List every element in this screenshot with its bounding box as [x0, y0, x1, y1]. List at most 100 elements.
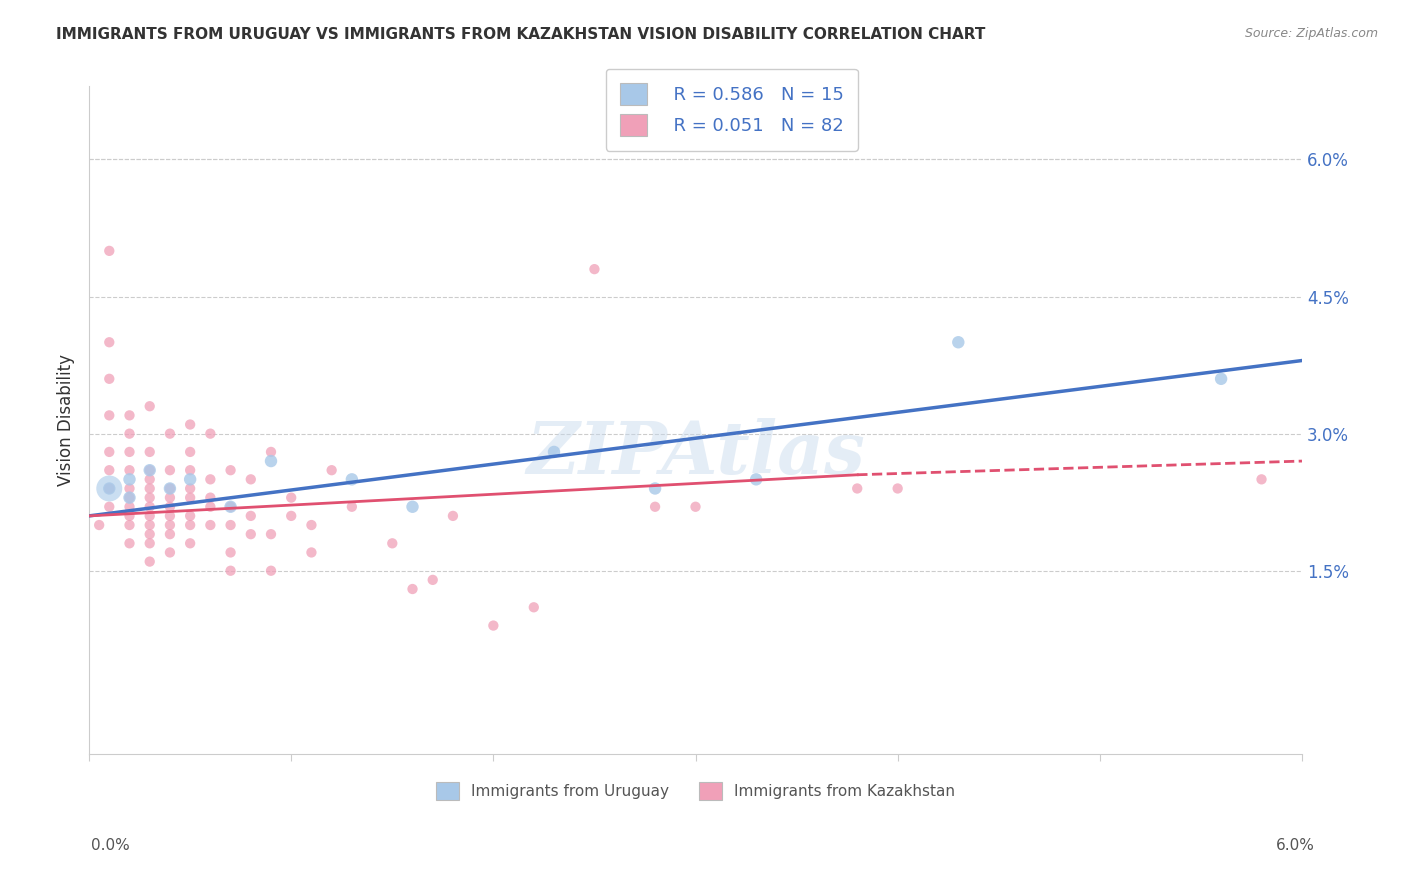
- Point: [179, 472, 201, 486]
- Point: [1209, 372, 1232, 386]
- Point: [179, 417, 201, 432]
- Point: [138, 399, 160, 413]
- Point: [138, 463, 160, 477]
- Point: [98, 244, 121, 258]
- Point: [401, 582, 423, 596]
- Point: [219, 500, 242, 514]
- Point: [321, 463, 343, 477]
- Point: [138, 482, 160, 496]
- Point: [200, 472, 222, 486]
- Point: [118, 518, 141, 533]
- Point: [583, 262, 606, 277]
- Text: IMMIGRANTS FROM URUGUAY VS IMMIGRANTS FROM KAZAKHSTAN VISION DISABILITY CORRELAT: IMMIGRANTS FROM URUGUAY VS IMMIGRANTS FR…: [56, 27, 986, 42]
- Point: [219, 564, 242, 578]
- Point: [685, 500, 707, 514]
- Point: [179, 482, 201, 496]
- Point: [1250, 472, 1272, 486]
- Point: [138, 445, 160, 459]
- Point: [118, 500, 141, 514]
- Point: [98, 482, 121, 496]
- Point: [239, 527, 262, 541]
- Point: [118, 445, 141, 459]
- Point: [159, 482, 181, 496]
- Point: [482, 618, 505, 632]
- Point: [159, 491, 181, 505]
- Point: [98, 482, 121, 496]
- Point: [159, 518, 181, 533]
- Point: [200, 518, 222, 533]
- Point: [159, 463, 181, 477]
- Point: [260, 527, 283, 541]
- Point: [200, 491, 222, 505]
- Point: [159, 545, 181, 559]
- Point: [118, 426, 141, 441]
- Point: [200, 500, 222, 514]
- Point: [159, 527, 181, 541]
- Point: [280, 508, 302, 523]
- Point: [422, 573, 444, 587]
- Point: [948, 335, 970, 350]
- Point: [179, 508, 201, 523]
- Point: [138, 536, 160, 550]
- Point: [886, 482, 908, 496]
- Legend: Immigrants from Uruguay, Immigrants from Kazakhstan: Immigrants from Uruguay, Immigrants from…: [423, 770, 967, 813]
- Point: [118, 536, 141, 550]
- Point: [118, 482, 141, 496]
- Point: [118, 472, 141, 486]
- Point: [179, 445, 201, 459]
- Point: [179, 491, 201, 505]
- Y-axis label: Vision Disability: Vision Disability: [58, 354, 75, 486]
- Text: 6.0%: 6.0%: [1275, 838, 1315, 854]
- Point: [239, 472, 262, 486]
- Point: [644, 482, 666, 496]
- Point: [219, 518, 242, 533]
- Point: [301, 545, 323, 559]
- Text: 0.0%: 0.0%: [91, 838, 131, 854]
- Point: [745, 472, 768, 486]
- Point: [260, 445, 283, 459]
- Point: [98, 445, 121, 459]
- Text: Source: ZipAtlas.com: Source: ZipAtlas.com: [1244, 27, 1378, 40]
- Point: [118, 491, 141, 505]
- Point: [98, 463, 121, 477]
- Point: [219, 463, 242, 477]
- Point: [441, 508, 464, 523]
- Point: [381, 536, 404, 550]
- Point: [159, 426, 181, 441]
- Point: [200, 426, 222, 441]
- Point: [159, 508, 181, 523]
- Point: [138, 463, 160, 477]
- Point: [260, 564, 283, 578]
- Point: [138, 518, 160, 533]
- Point: [159, 482, 181, 496]
- Point: [644, 500, 666, 514]
- Point: [301, 518, 323, 533]
- Point: [98, 409, 121, 423]
- Point: [846, 482, 869, 496]
- Point: [138, 472, 160, 486]
- Point: [98, 335, 121, 350]
- Point: [138, 491, 160, 505]
- Point: [179, 536, 201, 550]
- Point: [280, 491, 302, 505]
- Point: [523, 600, 546, 615]
- Point: [260, 454, 283, 468]
- Point: [138, 508, 160, 523]
- Point: [98, 372, 121, 386]
- Point: [98, 482, 121, 496]
- Point: [179, 518, 201, 533]
- Point: [239, 508, 262, 523]
- Point: [340, 472, 363, 486]
- Point: [138, 500, 160, 514]
- Point: [179, 463, 201, 477]
- Point: [219, 500, 242, 514]
- Point: [219, 545, 242, 559]
- Point: [98, 500, 121, 514]
- Point: [89, 518, 111, 533]
- Text: ZIPAtlas: ZIPAtlas: [526, 417, 865, 489]
- Point: [340, 500, 363, 514]
- Point: [159, 500, 181, 514]
- Point: [138, 555, 160, 569]
- Point: [543, 445, 565, 459]
- Point: [401, 500, 423, 514]
